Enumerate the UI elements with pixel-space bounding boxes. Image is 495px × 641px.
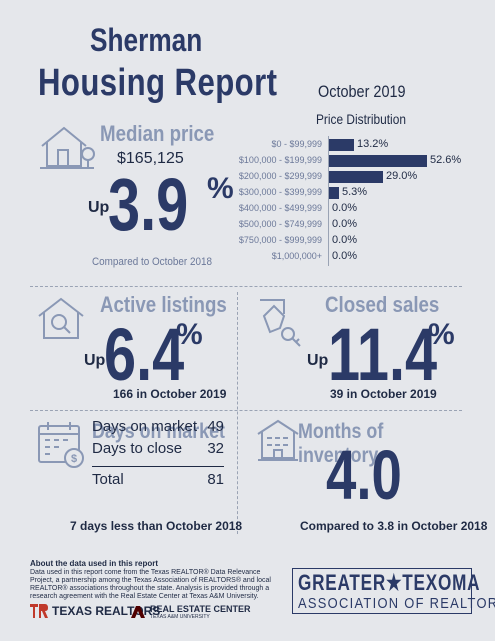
greater-texoma-subtitle: ASSOCIATION OF REALTORS <box>298 595 495 612</box>
bar-value-label: 0.0% <box>332 218 358 230</box>
building-icon <box>257 419 299 461</box>
footer-heading: About the data used in this report <box>30 559 159 568</box>
bar-value-label: 13.2% <box>357 138 389 150</box>
bar-row: $750,000 - $999,999 0.0% <box>230 232 480 250</box>
bar-category-label: $750,000 - $999,999 <box>238 235 322 245</box>
bar-row: $300,000 - $399,999 5.3% <box>230 184 480 202</box>
city-title: Sherman <box>90 22 203 58</box>
bar <box>329 139 354 151</box>
bar-value-label: 0.0% <box>332 202 358 214</box>
median-comparison: Compared to October 2018 <box>92 256 212 268</box>
closed-detail: 39 in October 2019 <box>330 387 437 401</box>
active-direction: Up <box>84 352 106 369</box>
median-price-heading: Median price <box>100 121 215 146</box>
median-pct-sign: % <box>207 172 234 205</box>
dom-row-label: Days to close <box>92 440 183 457</box>
dom-row-label: Days on market <box>92 418 198 435</box>
bar <box>329 187 339 199</box>
moi-value: 4.0 <box>326 436 402 514</box>
bar <box>329 171 383 183</box>
active-detail: 166 in October 2019 <box>113 387 227 401</box>
bar-axis-tick <box>328 248 329 266</box>
dom-row-days-on-market: Days on market 49 <box>92 418 224 440</box>
bar <box>329 155 427 167</box>
active-pct-sign: % <box>176 318 203 351</box>
bar-category-label: $100,000 - $199,999 <box>238 155 322 165</box>
bar-value-label: 0.0% <box>332 250 358 262</box>
dom-heading: Days on market <box>92 420 225 443</box>
report-title: Housing Report <box>38 62 278 104</box>
bar-value-label: 5.3% <box>342 186 368 198</box>
median-direction: Up <box>88 199 110 216</box>
real-estate-center-text: REAL ESTATE CENTER <box>150 604 251 614</box>
house-icon <box>40 126 95 169</box>
active-change: 6.4 <box>104 313 185 396</box>
bar-row: $400,000 - $499,999 0.0% <box>230 200 480 218</box>
moi-comparison: Compared to 3.8 in October 2018 <box>300 519 488 533</box>
real-estate-center-logo: REAL ESTATE CENTER TEXAS A&M UNIVERSITY <box>130 604 251 620</box>
closed-pct-sign: % <box>428 318 455 351</box>
texas-realtors-mark-icon <box>30 604 48 618</box>
dom-row-total: Total 81 <box>92 466 224 488</box>
dom-comparison: 7 days less than October 2018 <box>70 519 243 533</box>
bar-axis-tick <box>328 200 329 218</box>
bar-value-label: 0.0% <box>332 234 358 246</box>
bar-axis-tick <box>328 152 329 170</box>
price-distribution-title: Price Distribution <box>316 111 406 127</box>
greater-texoma-title: GREATER★TEXOMA <box>298 570 481 595</box>
bar-row: $1,000,000+ 0.0% <box>230 248 480 266</box>
bar-category-label: $200,000 - $299,999 <box>238 171 322 181</box>
svg-text:$: $ <box>71 453 77 465</box>
bar-category-label: $1,000,000+ <box>271 251 322 261</box>
greater-texoma-logo-box <box>292 568 472 614</box>
bar-value-label: 52.6% <box>430 154 462 166</box>
bar-category-label: $0 - $99,999 <box>271 139 322 149</box>
atm-mark-icon <box>131 606 145 618</box>
real-estate-center-subtext: TEXAS A&M UNIVERSITY <box>150 614 210 620</box>
bar-row: $200,000 - $299,999 29.0% <box>230 168 480 186</box>
bar-category-label: $400,000 - $499,999 <box>238 203 322 213</box>
bar-row: $100,000 - $199,999 52.6% <box>230 152 480 170</box>
dom-table: Days on market 49 Days to close 32 Total… <box>92 418 224 488</box>
dom-total-value: 81 <box>207 471 224 488</box>
divider-middle <box>30 410 462 411</box>
magnifier-house-icon <box>38 297 84 339</box>
divider-vertical <box>237 292 238 534</box>
active-listings-heading: Active listings <box>100 292 227 317</box>
bar-category-label: $500,000 - $749,999 <box>238 219 322 229</box>
closed-direction: Up <box>307 352 329 369</box>
report-month: October 2019 <box>318 82 406 101</box>
bar-category-label: $300,000 - $399,999 <box>238 187 322 197</box>
footer-body: Data used in this report come from the T… <box>30 569 271 600</box>
closed-change: 11.4 <box>328 313 438 396</box>
hand-keys-icon <box>260 299 301 347</box>
bar-value-label: 29.0% <box>386 170 418 182</box>
divider-top <box>30 286 462 287</box>
bar-axis-tick <box>328 216 329 234</box>
median-price-value: $165,125 <box>117 150 184 167</box>
calendar-dollar-icon: $ <box>38 422 84 468</box>
bar-row: $0 - $99,999 13.2% <box>230 136 480 154</box>
bar-axis-tick <box>328 232 329 250</box>
dom-row-value: 32 <box>207 440 224 457</box>
bar-axis-tick <box>328 168 329 186</box>
closed-sales-heading: Closed sales <box>325 292 440 317</box>
bar-row: $500,000 - $749,999 0.0% <box>230 216 480 234</box>
moi-heading: Months of inventory <box>298 420 384 467</box>
median-change: 3.9 <box>108 163 189 246</box>
bar-axis-tick <box>328 184 329 202</box>
dom-row-days-to-close: Days to close 32 <box>92 440 224 462</box>
dom-total-label: Total <box>92 471 124 488</box>
bar-axis-tick <box>328 136 329 154</box>
dom-row-value: 49 <box>207 418 224 435</box>
